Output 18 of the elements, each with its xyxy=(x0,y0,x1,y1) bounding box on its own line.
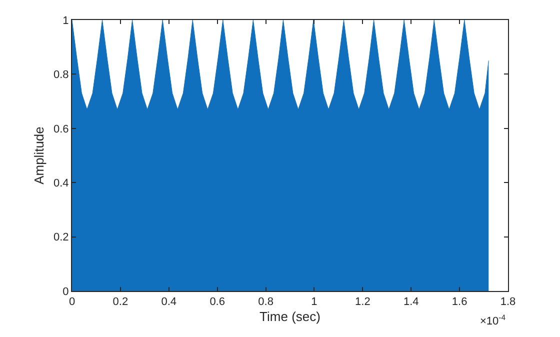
x-tick-label: 0.2 xyxy=(112,296,128,308)
x-tick-label: 0.8 xyxy=(258,296,274,308)
x-tick-label: 1.4 xyxy=(403,296,419,308)
x-tick-label: 1.8 xyxy=(500,296,516,308)
x-axis-title: Time (sec) xyxy=(260,308,320,324)
x-tick-label: 1.2 xyxy=(355,296,370,308)
y-tick-label: 0.2 xyxy=(54,232,69,244)
x-tick-label: 0.6 xyxy=(210,296,225,308)
y-tick-label: 0.8 xyxy=(54,69,69,82)
y-tick-label: 0.4 xyxy=(54,177,69,190)
text: ×10$^{-4}$ xyxy=(480,313,506,328)
x-tick-label: 0.4 xyxy=(161,296,177,308)
x-tick-label: 1 xyxy=(311,296,318,308)
y-tick-label: 0 xyxy=(62,286,69,298)
y-tick-label: 0.6 xyxy=(54,123,69,136)
y-axis-title: Amplitude xyxy=(31,126,46,184)
y-tick-label: 1 xyxy=(62,14,69,27)
x-tick-label: 1.6 xyxy=(452,296,468,308)
